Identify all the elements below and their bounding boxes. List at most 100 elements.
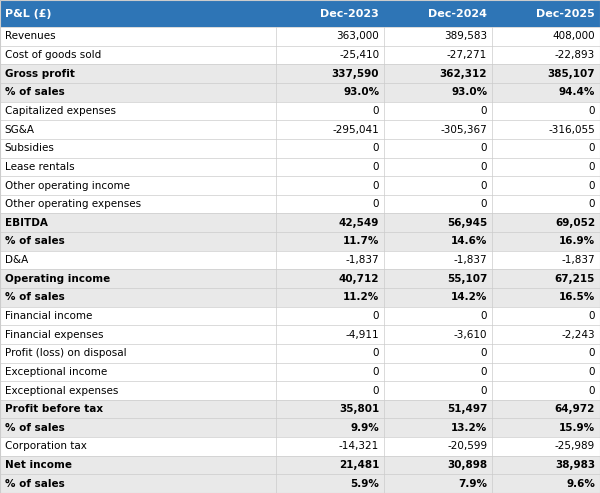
Text: 0: 0: [589, 311, 595, 321]
Text: % of sales: % of sales: [5, 292, 65, 302]
Text: 93.0%: 93.0%: [451, 87, 487, 97]
Text: Dec-2025: Dec-2025: [536, 8, 595, 19]
Bar: [0, 195, 600, 213]
Text: Profit (loss) on disposal: Profit (loss) on disposal: [5, 348, 127, 358]
Text: Profit before tax: Profit before tax: [5, 404, 103, 414]
Bar: [0, 288, 600, 307]
Text: 363,000: 363,000: [337, 32, 379, 41]
Text: 94.4%: 94.4%: [559, 87, 595, 97]
Text: 11.7%: 11.7%: [343, 237, 379, 246]
Text: 0: 0: [373, 143, 379, 153]
Text: 93.0%: 93.0%: [343, 87, 379, 97]
Text: 38,983: 38,983: [555, 460, 595, 470]
Text: 0: 0: [589, 143, 595, 153]
Text: 0: 0: [373, 367, 379, 377]
Text: Operating income: Operating income: [5, 274, 110, 283]
Text: SG&A: SG&A: [5, 125, 35, 135]
Text: -3,610: -3,610: [454, 330, 487, 340]
Text: 15.9%: 15.9%: [559, 423, 595, 433]
Text: 0: 0: [481, 348, 487, 358]
Bar: [0, 0, 276, 27]
Text: D&A: D&A: [5, 255, 28, 265]
Bar: [0, 46, 600, 65]
Text: 0: 0: [589, 386, 595, 395]
Text: Dec-2024: Dec-2024: [428, 8, 487, 19]
Bar: [0, 251, 600, 269]
Text: 0: 0: [481, 367, 487, 377]
Bar: [0, 269, 600, 288]
Text: 14.2%: 14.2%: [451, 292, 487, 302]
Text: 35,801: 35,801: [339, 404, 379, 414]
Text: Other operating income: Other operating income: [5, 180, 130, 190]
Text: -1,837: -1,837: [562, 255, 595, 265]
Text: 64,972: 64,972: [555, 404, 595, 414]
Text: 51,497: 51,497: [447, 404, 487, 414]
Text: Subsidies: Subsidies: [5, 143, 55, 153]
Text: 0: 0: [481, 386, 487, 395]
Text: 0: 0: [373, 386, 379, 395]
Text: Exceptional expenses: Exceptional expenses: [5, 386, 118, 395]
Text: 21,481: 21,481: [339, 460, 379, 470]
Bar: [0, 437, 600, 456]
Text: Net income: Net income: [5, 460, 72, 470]
Text: % of sales: % of sales: [5, 87, 65, 97]
Text: -305,367: -305,367: [440, 125, 487, 135]
Text: 69,052: 69,052: [555, 218, 595, 228]
Bar: [0, 381, 600, 400]
Text: 0: 0: [481, 162, 487, 172]
Text: -25,410: -25,410: [339, 50, 379, 60]
Text: 5.9%: 5.9%: [350, 479, 379, 489]
Text: 337,590: 337,590: [332, 69, 379, 79]
Bar: [0, 474, 600, 493]
Text: Dec-2023: Dec-2023: [320, 8, 379, 19]
Text: 14.6%: 14.6%: [451, 237, 487, 246]
Text: -22,893: -22,893: [555, 50, 595, 60]
Text: Gross profit: Gross profit: [5, 69, 74, 79]
Text: 67,215: 67,215: [555, 274, 595, 283]
Bar: [0, 176, 600, 195]
Bar: [0, 419, 600, 437]
Text: 9.9%: 9.9%: [350, 423, 379, 433]
Text: 11.2%: 11.2%: [343, 292, 379, 302]
Text: 0: 0: [481, 143, 487, 153]
Text: -27,271: -27,271: [447, 50, 487, 60]
Text: 0: 0: [589, 367, 595, 377]
Bar: [0, 83, 600, 102]
Text: 362,312: 362,312: [440, 69, 487, 79]
Bar: [0, 325, 600, 344]
Text: Capitalized expenses: Capitalized expenses: [5, 106, 116, 116]
Text: 0: 0: [589, 162, 595, 172]
Text: 13.2%: 13.2%: [451, 423, 487, 433]
Text: 56,945: 56,945: [447, 218, 487, 228]
Bar: [276, 0, 384, 27]
Text: 16.9%: 16.9%: [559, 237, 595, 246]
Bar: [0, 232, 600, 251]
Bar: [384, 0, 492, 27]
Text: -1,837: -1,837: [346, 255, 379, 265]
Text: 0: 0: [373, 106, 379, 116]
Text: -20,599: -20,599: [447, 441, 487, 452]
Bar: [0, 400, 600, 419]
Text: Corporation tax: Corporation tax: [5, 441, 86, 452]
Text: % of sales: % of sales: [5, 479, 65, 489]
Text: 16.5%: 16.5%: [559, 292, 595, 302]
Text: 30,898: 30,898: [447, 460, 487, 470]
Bar: [0, 158, 600, 176]
Text: Lease rentals: Lease rentals: [5, 162, 74, 172]
Text: -316,055: -316,055: [548, 125, 595, 135]
Text: 0: 0: [373, 311, 379, 321]
Text: 0: 0: [481, 180, 487, 190]
Text: 385,107: 385,107: [548, 69, 595, 79]
Bar: [0, 344, 600, 362]
Text: 408,000: 408,000: [553, 32, 595, 41]
Text: 0: 0: [373, 348, 379, 358]
Text: 0: 0: [481, 199, 487, 209]
Text: -2,243: -2,243: [562, 330, 595, 340]
Text: 0: 0: [481, 311, 487, 321]
Text: Financial income: Financial income: [5, 311, 92, 321]
Bar: [492, 0, 600, 27]
Text: -4,911: -4,911: [346, 330, 379, 340]
Bar: [0, 456, 600, 474]
Text: % of sales: % of sales: [5, 423, 65, 433]
Text: 0: 0: [373, 162, 379, 172]
